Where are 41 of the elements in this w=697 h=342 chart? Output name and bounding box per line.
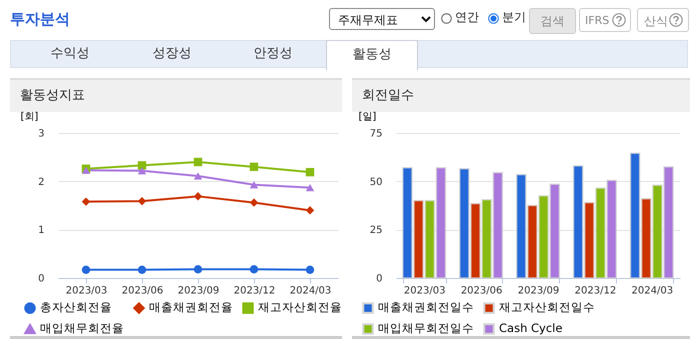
y-tick-label: 0 [38, 274, 44, 284]
text: 주재무제표 [329, 8, 435, 30]
chart-title: 활동성지표 [10, 78, 342, 112]
text: 산식 [637, 8, 689, 32]
legend-label: 재고자산회전일수 [499, 300, 595, 314]
text: 수익성 [50, 45, 90, 63]
legend-label: 매출채권회전일수 [378, 300, 474, 314]
x-tick-label: 2023/09 [178, 286, 220, 296]
x-tick-label: 2024/03 [290, 286, 332, 296]
legend-label: 매입채무회전율 [40, 321, 124, 335]
legend-label: 매출채권회전율 [149, 300, 233, 314]
y-axis-title: [일] [358, 112, 376, 122]
x-tick-label: 2023/06 [460, 286, 502, 296]
y-tick-label: 25 [370, 225, 382, 236]
text: IFRS [579, 8, 631, 32]
text: 검색 [529, 8, 576, 34]
x-tick-label: 2023/12 [574, 286, 616, 296]
y-tick-label: 50 [370, 176, 382, 188]
text: 성장성 [152, 45, 192, 63]
legend-label: 총자산회전율 [40, 300, 112, 314]
y-tick-label: 75 [370, 128, 382, 140]
x-tick-label: 2024/03 [632, 286, 674, 296]
chart-title: 회전일수 [352, 78, 690, 112]
text: 투자분석 [10, 10, 70, 29]
legend-label: Cash Cycle [499, 321, 562, 335]
y-tick-label: 1 [38, 225, 44, 236]
text: 안정성 [252, 45, 294, 63]
legend-label: 재고자산회전율 [258, 300, 342, 314]
text: 활동성 [326, 40, 418, 70]
y-axis-title: [회] [20, 112, 38, 122]
text: 분기 [502, 9, 526, 26]
y-tick-label: 2 [38, 176, 44, 188]
y-tick-label: 3 [38, 128, 44, 140]
x-tick-label: 2023/03 [66, 286, 108, 296]
text: 연간 [455, 9, 479, 26]
y-tick-label: 0 [376, 274, 382, 284]
x-tick-label: 2023/09 [518, 286, 560, 296]
x-tick-label: 2023/12 [234, 286, 276, 296]
x-tick-label: 2023/03 [404, 286, 446, 296]
x-tick-label: 2023/06 [122, 286, 164, 296]
legend-label: 매입채무회전일수 [378, 321, 474, 335]
